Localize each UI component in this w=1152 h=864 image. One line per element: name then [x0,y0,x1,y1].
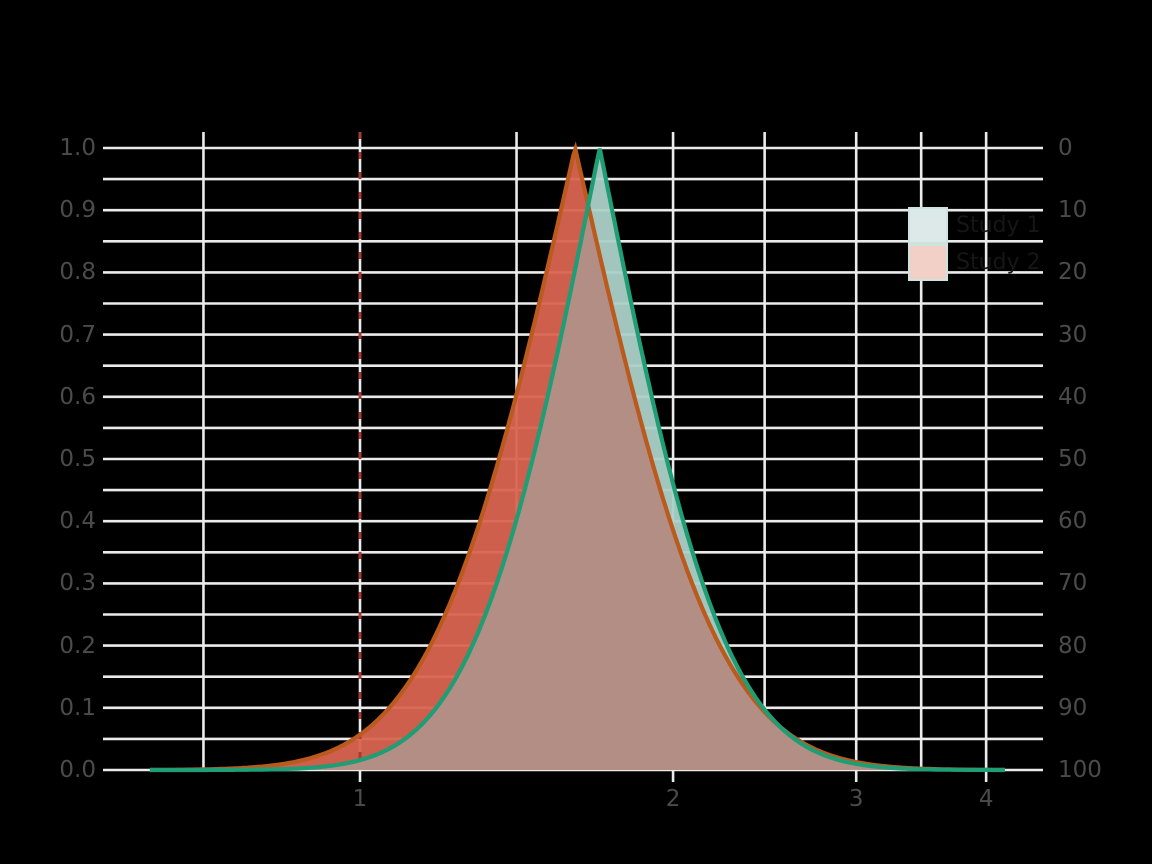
y-axis-left-tick-label: 0.0 [59,757,96,783]
y-axis-right-tick-label: 30 [1058,321,1088,348]
x-axis-tick-label: 3 [848,786,864,812]
y-axis-right-tick-label: 40 [1058,383,1088,410]
y-axis-right-tick-label: 100 [1058,757,1102,783]
y-axis-left-tick-label: 0.2 [59,632,96,659]
y-axis-right-tick-label: 70 [1058,570,1088,597]
y-axis-left-tick-label: 0.4 [59,508,96,535]
y-axis-left-tick-label: 0.9 [59,197,96,224]
y-axis-left-tick-label: 1.0 [59,135,96,161]
y-axis-left-tick-label: 0.7 [59,321,96,348]
legend-key-study-2 [908,244,948,281]
legend-label-study-2: Study 2 [956,250,1041,275]
x-axis-tick-label: 2 [665,786,681,812]
y-axis-left-tick-label: 0.1 [59,694,96,721]
y-axis-right-tick-label: 10 [1058,197,1088,224]
y-axis-left-tick-label: 0.8 [59,259,96,286]
x-axis-tick-label: 4 [978,786,994,812]
y-axis-right-tick-label: 60 [1058,508,1088,535]
x-axis-tick-label: 1 [352,786,368,812]
y-axis-right-tick-label: 20 [1058,259,1088,286]
y-axis-right-tick-label: 50 [1058,446,1088,472]
y-axis-right-tick-label: 90 [1058,694,1088,721]
legend-key-study-1 [908,207,948,244]
study-1-curve [149,148,1005,773]
legend-label-study-1: Study 1 [956,213,1041,238]
y-axis-left-tick-label: 0.5 [59,446,96,472]
y-axis-right-tick-label: 0 [1058,135,1073,161]
overlap-area [149,208,1005,770]
y-axis-left-tick-label: 0.3 [59,570,96,597]
y-axis-left-tick-label: 0.6 [59,383,96,410]
y-axis-right-tick-label: 80 [1058,632,1088,659]
